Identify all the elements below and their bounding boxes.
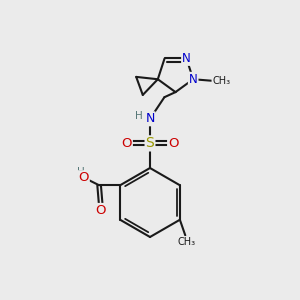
- Text: H: H: [135, 111, 142, 122]
- Text: N: N: [182, 52, 191, 65]
- Text: N: N: [189, 73, 198, 86]
- Text: H: H: [77, 167, 85, 177]
- Text: O: O: [78, 171, 89, 184]
- Text: O: O: [121, 137, 132, 150]
- Text: O: O: [95, 204, 106, 217]
- Text: O: O: [168, 137, 179, 150]
- Text: CH₃: CH₃: [178, 237, 196, 247]
- Text: N: N: [145, 112, 155, 125]
- Text: CH₃: CH₃: [212, 76, 230, 86]
- Text: S: S: [146, 136, 154, 150]
